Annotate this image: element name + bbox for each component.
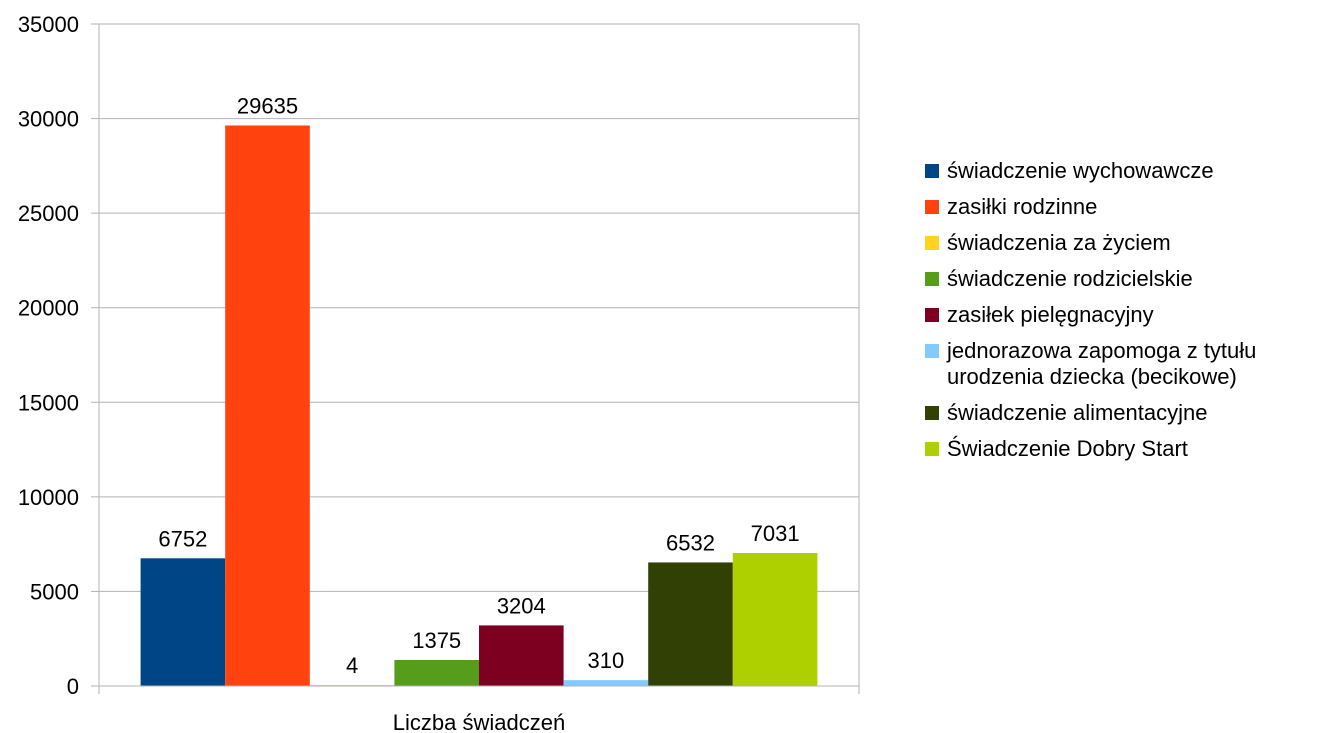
y-tick-label: 20000 <box>18 296 79 321</box>
y-tick-label: 0 <box>67 674 79 699</box>
data-label-5: 3204 <box>497 593 546 618</box>
legend-label: świadczenia za życiem <box>947 230 1171 255</box>
legend-item-1: świadczenie wychowawcze <box>925 158 1315 184</box>
bar-2 <box>225 125 310 686</box>
legend-item-6: jednorazowa zapomoga z tytułu urodzenia … <box>925 338 1315 390</box>
legend-swatch <box>925 442 939 456</box>
bar-4 <box>394 659 479 686</box>
bar-6 <box>563 680 649 686</box>
legend-item-8: Świadczenie Dobry Start <box>925 436 1315 462</box>
data-label-6: 310 <box>588 648 625 673</box>
legend-label: zasiłki rodzinne <box>947 194 1098 219</box>
y-tick-label: 35000 <box>18 12 79 37</box>
category-label: Liczba świadczeń <box>393 710 565 733</box>
data-labels: 6752 29635 4 1375 3204 310 6532 7031 <box>158 93 799 678</box>
legend: świadczenie wychowawcze zasiłki rodzinne ś… <box>925 158 1315 472</box>
bars <box>140 125 818 686</box>
legend-item-3: świadczenia za życiem <box>925 230 1315 256</box>
bar-1 <box>140 558 226 686</box>
legend-label: świadczenie wychowawcze <box>947 158 1214 183</box>
data-label-1: 6752 <box>158 526 207 551</box>
legend-label: jednorazowa zapomoga z tytułu urodzenia … <box>947 338 1257 389</box>
bar-7 <box>648 562 733 686</box>
legend-label: świadczenie alimentacyjne <box>947 400 1208 425</box>
axes <box>98 24 860 694</box>
bar-8 <box>732 553 818 686</box>
legend-swatch <box>925 308 939 322</box>
y-tick-label: 30000 <box>18 107 79 132</box>
legend-swatch <box>925 272 939 286</box>
y-tick-label: 5000 <box>30 579 79 604</box>
legend-label: zasiłek pielęgnacyjny <box>947 302 1154 327</box>
y-tick-label: 10000 <box>18 485 79 510</box>
legend-item-7: świadczenie alimentacyjne <box>925 400 1315 426</box>
legend-label: Świadczenie Dobry Start <box>947 436 1188 461</box>
data-label-7: 6532 <box>666 530 715 555</box>
data-label-8: 7031 <box>751 521 800 546</box>
y-axis-ticks: 0 5000 10000 15000 20000 25000 30000 35000 <box>18 12 99 699</box>
legend-swatch <box>925 344 939 358</box>
y-tick-label: 15000 <box>18 390 79 415</box>
legend-swatch <box>925 164 939 178</box>
legend-item-2: zasiłki rodzinne <box>925 194 1315 220</box>
bar-5 <box>479 625 564 686</box>
legend-item-4: świadczenie rodzicielskie <box>925 266 1315 292</box>
data-label-4: 1375 <box>412 628 461 653</box>
legend-swatch <box>925 200 939 214</box>
legend-label: świadczenie rodzicielskie <box>947 266 1193 291</box>
y-tick-label: 25000 <box>18 201 79 226</box>
legend-item-5: zasiłek pielęgnacyjny <box>925 302 1315 328</box>
legend-swatch <box>925 406 939 420</box>
data-label-3: 4 <box>346 653 358 678</box>
legend-swatch <box>925 236 939 250</box>
data-label-2: 29635 <box>237 93 298 118</box>
